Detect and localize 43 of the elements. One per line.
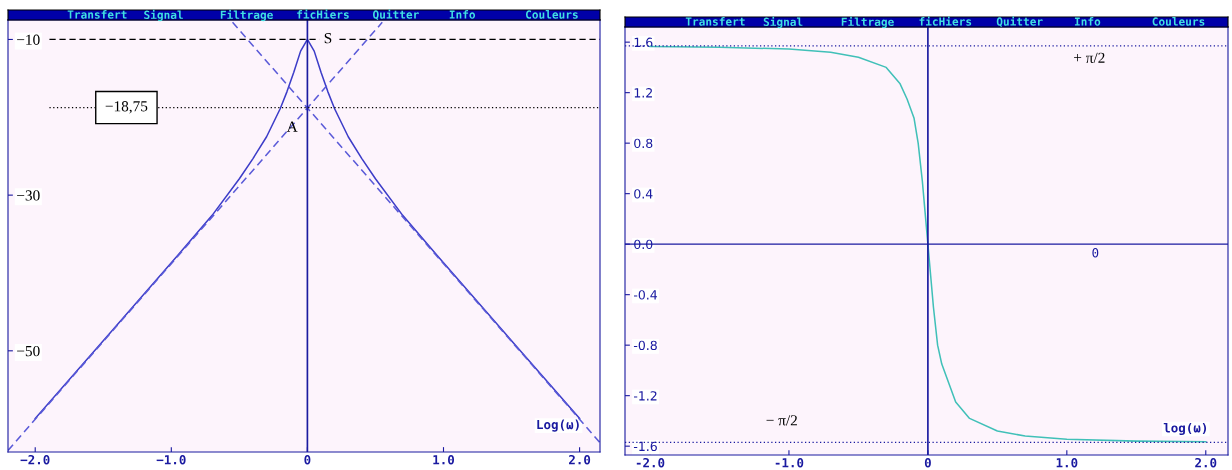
ref-line-label: + π/2 [1074,52,1105,63]
x-axis-title: Log(ω) [537,419,579,432]
ref-line-label: − π/2 [766,415,797,426]
annotation: Filtrage [841,16,894,29]
x-tick-label: -2.0 [636,458,665,468]
x-tick-label: 0 [924,458,931,468]
x-axis-title: log(ω) [1163,422,1207,435]
y-tick-label: −50 [17,345,40,357]
annotation: 0 [1092,248,1099,258]
annotation: Quitter [996,16,1043,28]
x-tick-label: -1.0 [775,458,804,468]
x-tick-label: 0 [304,455,311,465]
x-tick-label: 1.0 [433,455,455,465]
x-tick-label: 2.0 [569,455,591,465]
ref-line-label: −18,75 [105,101,148,114]
annotation: Signal [144,9,183,22]
annotation: Quitter [373,9,419,21]
text: Transfert [685,17,745,26]
y-tick-label: -1.2 [633,391,657,401]
text: ficHiers [919,16,972,26]
y-tick-label: 1.6 [634,37,653,48]
y-tick-label: -1.6 [633,441,657,452]
text: Info [1074,17,1101,26]
ref-line-label: S [324,33,332,44]
text: Couleurs [1152,17,1205,26]
y-tick-label: -0.4 [633,290,658,300]
annotation: Filtrage [220,9,273,22]
x-tick-label: −1.0 [156,455,186,465]
text: Couleurs [525,10,578,19]
y-tick-label: 0.4 [634,189,653,199]
y-tick-label: −10 [17,34,40,45]
y-tick-label: -0.8 [633,340,657,351]
y-tick-label: −30 [17,190,40,201]
text: Transfert [67,10,127,19]
text: ficHiers [297,9,349,19]
annotation: Signal [763,16,803,29]
text: Info [449,10,476,19]
annotation: A [286,121,298,132]
y-tick-label: 1.2 [634,88,652,98]
y-tick-label: 0.8 [634,138,653,149]
x-tick-label: −2.0 [20,455,50,465]
x-tick-label: 1.0 [1056,458,1078,468]
x-tick-label: 2.0 [1195,458,1217,468]
